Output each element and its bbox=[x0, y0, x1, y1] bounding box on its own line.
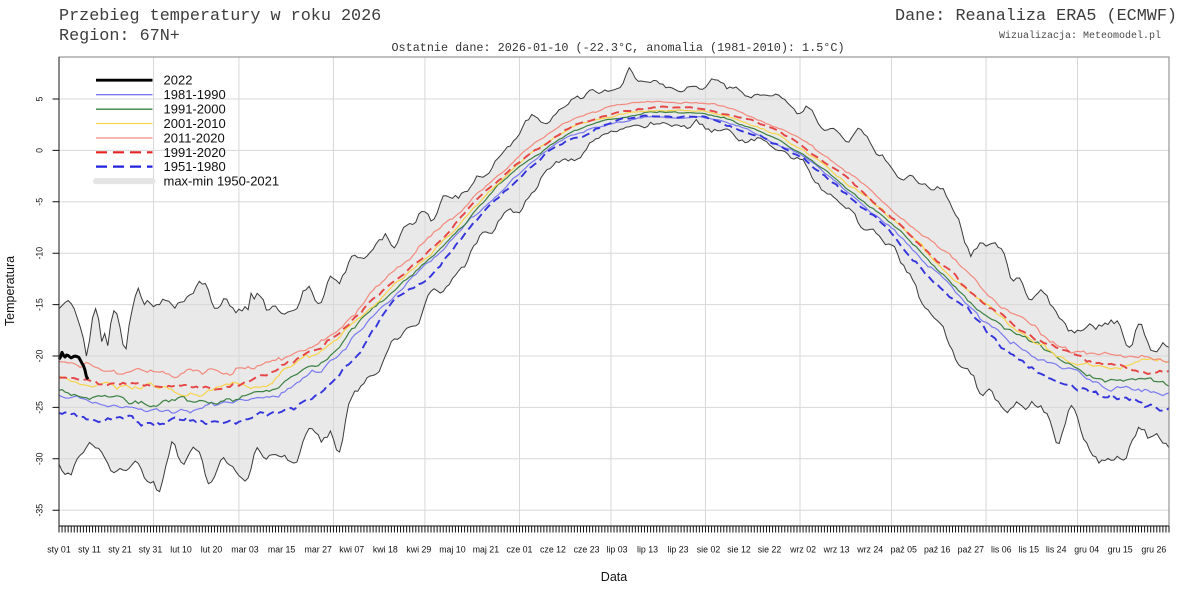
svg-text:wrz 13: wrz 13 bbox=[823, 545, 850, 555]
svg-text:Data: Data bbox=[601, 570, 627, 584]
svg-text:Dane: Reanaliza ERA5 (ECMWF): Dane: Reanaliza ERA5 (ECMWF) bbox=[895, 7, 1177, 26]
svg-text:2011-2020: 2011-2020 bbox=[164, 131, 225, 146]
svg-text:lip 23: lip 23 bbox=[667, 545, 688, 555]
svg-text:lip 03: lip 03 bbox=[606, 545, 627, 555]
svg-text:cze 01: cze 01 bbox=[507, 545, 533, 555]
svg-text:Wizualizacja: Meteomodel.pl: Wizualizacja: Meteomodel.pl bbox=[999, 30, 1161, 42]
svg-text:1991-2000: 1991-2000 bbox=[164, 102, 226, 117]
svg-text:-30: -30 bbox=[35, 452, 45, 465]
svg-text:sie 12: sie 12 bbox=[727, 545, 751, 555]
svg-text:5: 5 bbox=[35, 96, 45, 101]
svg-text:sty 01: sty 01 bbox=[47, 545, 71, 555]
svg-text:-10: -10 bbox=[35, 247, 45, 260]
svg-text:lut 20: lut 20 bbox=[201, 545, 223, 555]
svg-text:sty 11: sty 11 bbox=[78, 545, 101, 555]
svg-text:kwi 18: kwi 18 bbox=[373, 545, 398, 555]
svg-text:sty 21: sty 21 bbox=[108, 545, 132, 555]
svg-text:1981-1990: 1981-1990 bbox=[164, 87, 226, 102]
svg-text:maj 21: maj 21 bbox=[473, 545, 500, 555]
svg-text:-15: -15 bbox=[35, 298, 45, 311]
svg-text:Przebieg temperatury w roku 20: Przebieg temperatury w roku 2026 bbox=[59, 7, 381, 26]
svg-text:cze 12: cze 12 bbox=[540, 545, 566, 555]
svg-text:lip 13: lip 13 bbox=[637, 545, 658, 555]
svg-text:mar 03: mar 03 bbox=[231, 545, 258, 555]
svg-text:0: 0 bbox=[35, 148, 45, 153]
svg-text:paź 05: paź 05 bbox=[890, 545, 917, 555]
svg-text:Temperatura: Temperatura bbox=[3, 256, 17, 326]
svg-text:lis 15: lis 15 bbox=[1018, 545, 1039, 555]
svg-text:wrz 02: wrz 02 bbox=[789, 545, 816, 555]
svg-text:paź 16: paź 16 bbox=[924, 545, 951, 555]
svg-text:2001-2010: 2001-2010 bbox=[164, 116, 226, 131]
svg-text:1991-2020: 1991-2020 bbox=[164, 145, 226, 160]
svg-text:Ostatnie dane: 2026-01-10 (-22: Ostatnie dane: 2026-01-10 (-22.3°C, anom… bbox=[391, 41, 844, 55]
svg-text:max-min 1950-2021: max-min 1950-2021 bbox=[164, 174, 280, 189]
svg-text:sie 22: sie 22 bbox=[758, 545, 782, 555]
svg-text:paź 27: paź 27 bbox=[958, 545, 985, 555]
svg-text:Region: 67N+: Region: 67N+ bbox=[59, 27, 180, 46]
svg-text:lis 06: lis 06 bbox=[991, 545, 1012, 555]
svg-text:sty 31: sty 31 bbox=[139, 545, 163, 555]
svg-text:mar 27: mar 27 bbox=[305, 545, 332, 555]
svg-text:lis 24: lis 24 bbox=[1046, 545, 1067, 555]
svg-text:maj 10: maj 10 bbox=[439, 545, 466, 555]
svg-text:-20: -20 bbox=[35, 350, 45, 363]
svg-text:gru 26: gru 26 bbox=[1141, 545, 1166, 555]
svg-text:kwi 29: kwi 29 bbox=[406, 545, 431, 555]
svg-text:2022: 2022 bbox=[164, 73, 193, 88]
svg-text:-35: -35 bbox=[35, 504, 45, 517]
svg-text:gru 15: gru 15 bbox=[1108, 545, 1133, 555]
svg-text:-25: -25 bbox=[35, 401, 45, 414]
svg-text:lut 10: lut 10 bbox=[170, 545, 192, 555]
svg-text:-5: -5 bbox=[35, 198, 45, 206]
svg-text:gru 04: gru 04 bbox=[1074, 545, 1099, 555]
svg-text:wrz 24: wrz 24 bbox=[856, 545, 883, 555]
svg-text:kwi 07: kwi 07 bbox=[339, 545, 364, 555]
svg-text:mar 15: mar 15 bbox=[268, 545, 295, 555]
svg-text:cze 23: cze 23 bbox=[574, 545, 600, 555]
svg-text:sie 02: sie 02 bbox=[697, 545, 721, 555]
svg-text:1951-1980: 1951-1980 bbox=[164, 159, 226, 174]
